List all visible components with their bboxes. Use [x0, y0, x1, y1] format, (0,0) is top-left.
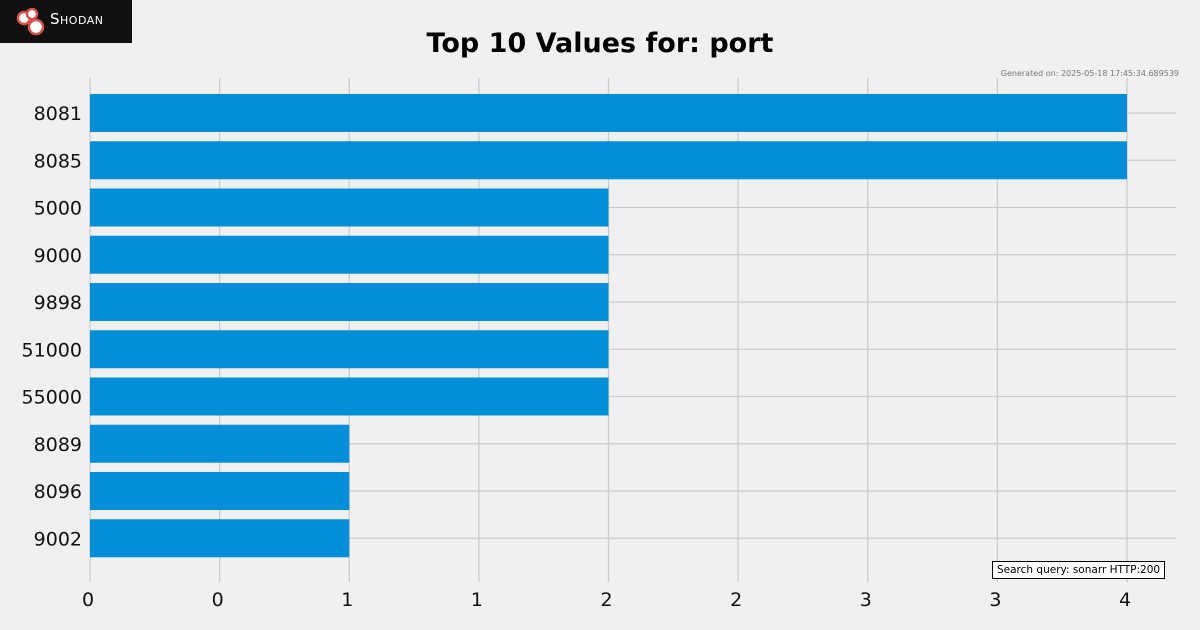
x-tick-label: 1 — [471, 589, 483, 611]
x-tick-label: 2 — [730, 589, 742, 611]
bar-8081 — [90, 94, 1127, 132]
bar-8085 — [90, 141, 1127, 180]
x-tick-label: 0 — [212, 589, 224, 611]
x-tick-label: 2 — [600, 589, 612, 611]
y-tick-label: 55000 — [22, 387, 82, 409]
x-tick-label: 3 — [860, 589, 872, 611]
x-tick-label: 0 — [82, 589, 94, 611]
y-tick-label: 51000 — [22, 339, 82, 361]
y-tick-label: 9000 — [34, 245, 82, 267]
bar-8089 — [90, 424, 350, 463]
x-tick-labels: 0 0 1 1 2 2 3 3 4 — [82, 589, 1131, 611]
y-tick-labels: 8081 8085 5000 9000 9898 51000 55000 8089 8096 90… — [22, 103, 82, 550]
bar-9898 — [90, 283, 609, 321]
bar-layer — [90, 94, 1127, 558]
shodan-logo-text: Shodan — [50, 10, 104, 28]
chart-title: Top 10 Values for: port — [426, 28, 774, 59]
shodan-logo-icon — [16, 8, 45, 36]
bar-51000 — [90, 330, 609, 369]
bar-8096 — [90, 472, 350, 510]
bar-9000 — [90, 235, 609, 274]
y-tick-label: 8081 — [34, 103, 82, 125]
x-tick-label: 4 — [1119, 589, 1131, 611]
y-tick-label: 9898 — [34, 292, 82, 314]
x-tick-label: 3 — [989, 589, 1001, 611]
y-tick-label: 8096 — [34, 481, 82, 503]
shodan-logo: Shodan — [0, 0, 132, 43]
y-tick-label: 9002 — [34, 528, 82, 550]
y-tick-label: 8085 — [34, 150, 82, 172]
x-tick-label: 1 — [341, 589, 353, 611]
y-tick-label: 5000 — [34, 198, 82, 220]
bar-9002 — [90, 519, 350, 558]
search-query-box: Search query: sonarr HTTP:200 — [992, 561, 1166, 579]
generated-timestamp: Generated on: 2025-05-18 17:45:34.689539 — [1000, 69, 1179, 78]
y-tick-label: 8089 — [34, 434, 82, 456]
bar-55000 — [90, 377, 609, 416]
bar-5000 — [90, 188, 609, 227]
